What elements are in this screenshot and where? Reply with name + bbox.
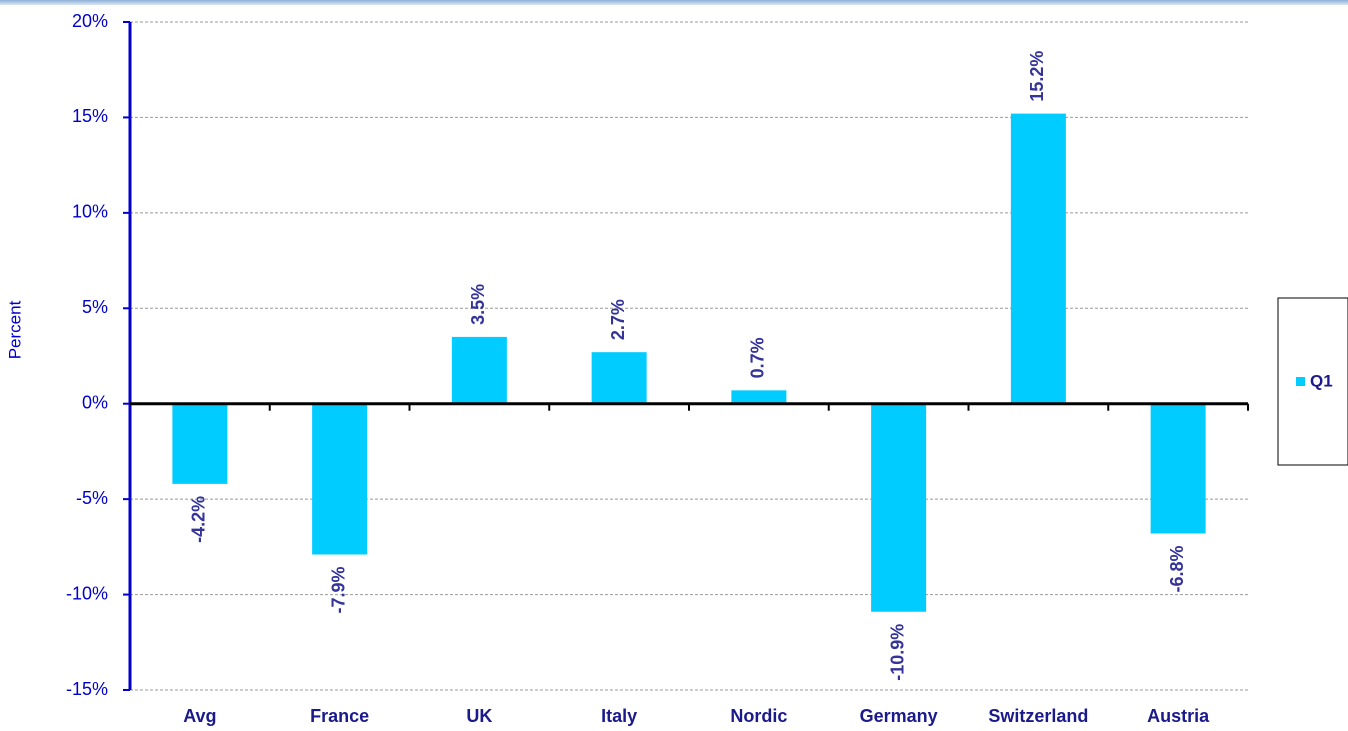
bar: [172, 403, 228, 484]
y-tick-label: -10%: [66, 583, 108, 603]
data-label: -7.9%: [328, 566, 348, 613]
bar: [591, 352, 647, 404]
y-tick-label: 15%: [72, 106, 108, 126]
bar: [871, 403, 927, 612]
bar: [1010, 113, 1066, 404]
y-tick-label: 20%: [72, 11, 108, 31]
legend-swatch: [1296, 377, 1305, 386]
legend-label: Q1: [1310, 371, 1333, 390]
x-tick-label: Switzerland: [988, 706, 1088, 726]
x-tick-label: UK: [466, 706, 492, 726]
x-tick-label: Avg: [183, 706, 216, 726]
x-tick-label: Italy: [601, 706, 637, 726]
top-strip: [0, 0, 1348, 5]
x-tick-label: Nordic: [730, 706, 787, 726]
y-tick-label: -5%: [76, 488, 108, 508]
data-label: 2.7%: [608, 299, 628, 340]
x-tick-label: Austria: [1147, 706, 1210, 726]
y-tick-label: -15%: [66, 679, 108, 699]
y-tick-label: 5%: [82, 297, 108, 317]
x-tick-label: Germany: [860, 706, 938, 726]
data-label: 15.2%: [1027, 51, 1047, 102]
y-tick-label: 10%: [72, 202, 108, 222]
y-tick-label: 0%: [82, 392, 108, 412]
data-label: 3.5%: [468, 284, 488, 325]
data-label: -10.9%: [887, 624, 907, 681]
bar: [731, 390, 787, 404]
bar: [1150, 403, 1206, 534]
bar: [312, 403, 368, 555]
x-tick-label: France: [310, 706, 369, 726]
bar: [451, 336, 507, 404]
data-label: -4.2%: [189, 496, 209, 543]
data-label: 0.7%: [748, 337, 768, 378]
y-axis-label: Percent: [5, 300, 24, 359]
legend: [1277, 297, 1348, 466]
data-label: -6.8%: [1167, 545, 1187, 592]
